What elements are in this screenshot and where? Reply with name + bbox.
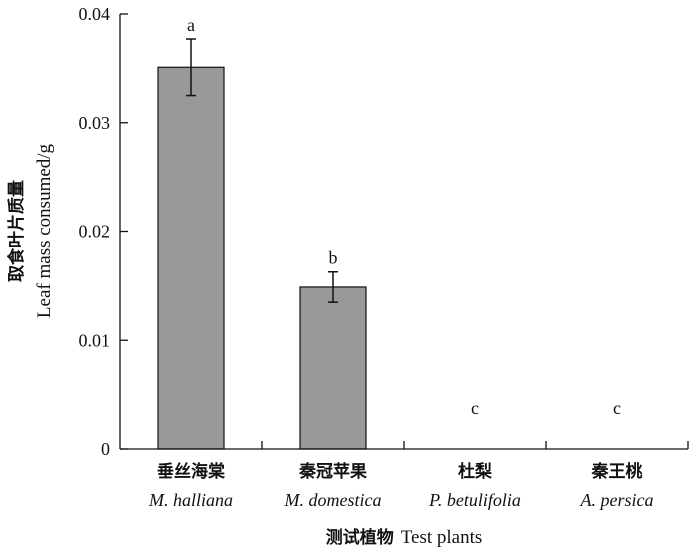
y-tick-label: 0.01 xyxy=(79,330,111,350)
y-tick-label: 0.02 xyxy=(79,222,111,242)
y-tick-label: 0.03 xyxy=(79,113,111,133)
labels-layer: 0 0.01 0.02 0.03 0.04 a 垂丝海棠 M. halliana b 秦冠苹果 M.… xyxy=(79,4,654,510)
bars-layer xyxy=(157,66,367,450)
x-axis-title: 测试植物 Test plants xyxy=(326,527,483,548)
x-axis-title-chinese: 测试植物 xyxy=(326,527,394,548)
significance-label: a xyxy=(187,15,195,35)
y-axis-title-chinese: 取食叶片质量 xyxy=(6,180,27,282)
x-axis-title-english: Test plants xyxy=(401,527,483,548)
y-tick-label: 0.04 xyxy=(79,4,111,24)
category-label-latin: A. persica xyxy=(580,490,654,510)
category-label-chinese: 秦冠苹果 xyxy=(299,461,367,482)
category-label-chinese: 垂丝海棠 xyxy=(157,461,226,482)
y-axis-title-english: Leaf mass consumed/g xyxy=(34,143,55,318)
category-label-chinese: 杜梨 xyxy=(458,461,493,482)
axes-layer xyxy=(119,13,689,450)
error-bars-layer xyxy=(186,38,338,303)
category-label-latin: M. halliana xyxy=(148,490,233,510)
category-label-latin: P. betulifolia xyxy=(428,490,521,510)
y-tick-label: 0 xyxy=(101,439,110,459)
bar xyxy=(299,286,367,450)
bar xyxy=(157,66,225,450)
category-label-latin: M. domestica xyxy=(284,490,382,510)
category-label-chinese: 秦王桃 xyxy=(592,461,643,482)
significance-label: c xyxy=(471,398,479,418)
significance-label: c xyxy=(613,398,621,418)
significance-label: b xyxy=(329,248,338,268)
